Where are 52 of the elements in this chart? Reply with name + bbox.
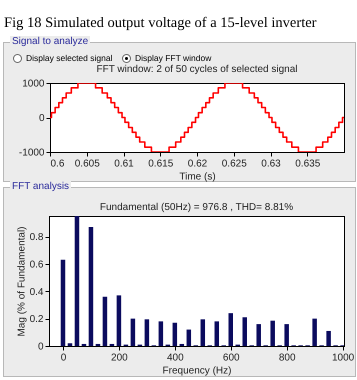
- bar: [158, 321, 164, 346]
- bar: [68, 343, 72, 346]
- bar: [228, 313, 234, 346]
- x-axis-title: Frequency (Hz): [162, 366, 232, 376]
- bar: [214, 321, 220, 346]
- bar: [130, 318, 136, 346]
- x-tick-label: 1000: [332, 352, 355, 364]
- text: Display FFT window: [135, 53, 212, 63]
- x-tick-label: 0.635: [295, 158, 321, 170]
- bar: [284, 324, 289, 346]
- bar: [144, 319, 150, 346]
- x-tick-label: 200: [111, 352, 128, 364]
- y-tick-label: 1000: [22, 78, 45, 90]
- bar: [116, 295, 122, 346]
- bar: [200, 319, 206, 346]
- text: FFT analysis: [10, 181, 72, 192]
- x-tick-label: 800: [278, 352, 296, 364]
- bar: [102, 296, 108, 346]
- x-tick-label: 0.615: [148, 158, 174, 170]
- x-tick-label: 0.63: [261, 158, 282, 170]
- bar: [256, 324, 261, 346]
- bar: [74, 216, 80, 346]
- bar: [60, 260, 66, 346]
- chart-title: FFT window: 2 of 50 cycles of selected signal: [96, 64, 298, 75]
- x-axis-title: Time (s): [179, 172, 216, 182]
- x-tick-label: 0.605: [74, 158, 100, 170]
- bar: [326, 330, 331, 346]
- text: Signal to analyze: [10, 36, 90, 47]
- caption: Fig 18 Simulated output voltage of a 15-level inverter: [4, 15, 316, 32]
- bar: [312, 318, 317, 346]
- bar: [242, 317, 247, 346]
- y-tick-label: 0: [38, 342, 44, 352]
- x-tick-label: 0.61: [114, 158, 134, 170]
- bar: [186, 330, 192, 346]
- x-tick-label: 600: [222, 352, 240, 364]
- chart-title: Fundamental (50Hz) = 976.8 , THD= 8.81%: [100, 202, 294, 213]
- text: Display selected signal: [26, 53, 112, 63]
- y-tick-label: 0.2: [30, 314, 44, 326]
- y-tick-label: 0.8: [30, 232, 44, 244]
- y-axis-title: Mag (% of Fundamental): [16, 226, 28, 337]
- x-tick-label: 0.625: [222, 158, 248, 170]
- bar: [88, 226, 94, 346]
- x-tick-label: 0.62: [188, 158, 208, 170]
- x-tick-label: 0.6: [50, 158, 65, 170]
- y-tick-label: 0.4: [30, 286, 44, 298]
- x-tick-label: 0: [60, 352, 67, 364]
- x-tick-label: 400: [166, 352, 184, 364]
- bar: [270, 320, 275, 346]
- y-tick-label: 0: [38, 113, 45, 124]
- y-tick-label: -1000: [18, 148, 45, 158]
- y-tick-label: 0.6: [30, 259, 44, 270]
- bar: [172, 322, 178, 346]
